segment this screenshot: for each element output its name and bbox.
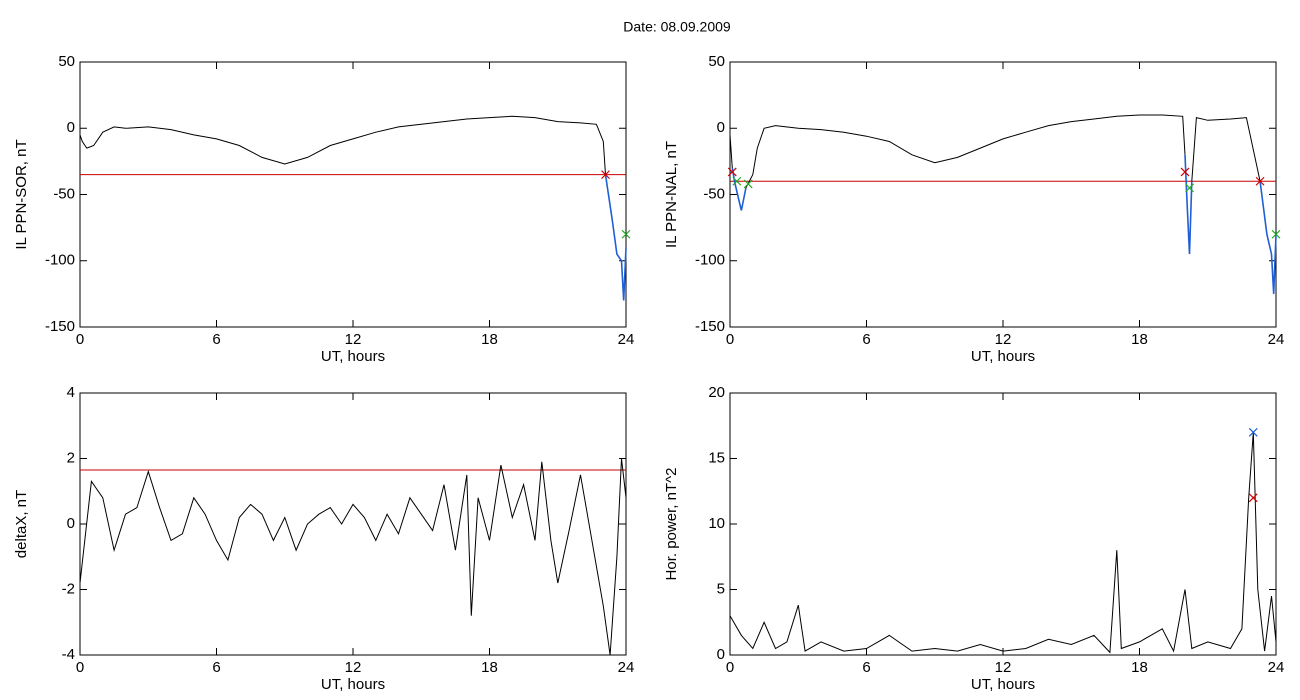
x-tick-label: 0 xyxy=(76,331,84,348)
data-line xyxy=(79,458,627,656)
marker-x xyxy=(727,167,737,177)
y-tick-label: 0 xyxy=(67,515,75,532)
marker-x xyxy=(1248,427,1258,437)
x-tick-label: 18 xyxy=(481,331,498,348)
x-tick-label: 0 xyxy=(76,659,84,676)
y-tick-label: 20 xyxy=(708,384,725,401)
y-tick-label: -100 xyxy=(45,252,75,269)
x-tick-label: 12 xyxy=(995,331,1012,348)
data-line xyxy=(745,114,1186,189)
y-axis-label: IL PPN-NAL, nT xyxy=(663,141,680,248)
plot-frame xyxy=(79,392,627,656)
marker-x xyxy=(743,179,753,189)
x-tick-label: 6 xyxy=(212,659,220,676)
marker-x xyxy=(1271,229,1281,239)
marker-x xyxy=(1248,493,1258,503)
data-line xyxy=(731,167,747,211)
y-tick-label: -50 xyxy=(53,185,75,202)
x-axis-label: UT, hours xyxy=(321,348,385,365)
y-tick-label: 0 xyxy=(67,119,75,136)
x-tick-label: 24 xyxy=(1268,331,1285,348)
data-line xyxy=(729,134,733,169)
x-tick-label: 18 xyxy=(1131,331,1148,348)
marker-x xyxy=(1185,183,1194,193)
data-line xyxy=(1259,181,1277,294)
y-tick-label: 10 xyxy=(708,515,725,532)
figure-title: Date: 08.09.2009 xyxy=(623,19,731,35)
plot-frame xyxy=(729,392,1277,656)
x-tick-label: 24 xyxy=(1268,659,1285,676)
plot-frame xyxy=(79,61,627,328)
x-tick-label: 6 xyxy=(862,659,870,676)
x-tick-label: 24 xyxy=(618,331,635,348)
y-tick-label: -150 xyxy=(45,318,75,335)
x-tick-label: 0 xyxy=(726,659,734,676)
marker-x xyxy=(1255,176,1265,186)
marker-x xyxy=(601,170,610,180)
y-axis-label: IL PPN-SOR, nT xyxy=(13,139,30,249)
marker-x xyxy=(621,229,631,239)
marker-x xyxy=(732,176,742,186)
x-tick-label: 12 xyxy=(995,659,1012,676)
y-tick-label: -150 xyxy=(695,318,725,335)
y-tick-label: 15 xyxy=(708,449,725,466)
x-axis-label: UT, hours xyxy=(971,348,1035,365)
x-tick-label: 6 xyxy=(212,331,220,348)
y-tick-label: -4 xyxy=(62,646,75,663)
panel: 0 6 12 18 24 -150 -100 -50 0 50 UT, hours IL PPN-SO… xyxy=(13,53,634,365)
plot-frame xyxy=(729,61,1277,328)
x-tick-label: 12 xyxy=(345,331,362,348)
y-tick-label: 4 xyxy=(67,384,75,401)
y-tick-label: -2 xyxy=(62,580,75,597)
data-line xyxy=(1184,154,1193,255)
marker-x xyxy=(1180,167,1190,177)
x-axis-label: UT, hours xyxy=(971,676,1035,693)
x-tick-label: 24 xyxy=(618,659,635,676)
y-tick-label: 50 xyxy=(58,53,75,70)
y-axis-label: deltaX, nT xyxy=(13,490,30,558)
x-tick-label: 6 xyxy=(862,331,870,348)
x-tick-label: 18 xyxy=(1131,659,1148,676)
y-tick-label: 50 xyxy=(708,53,725,70)
x-tick-label: 0 xyxy=(726,331,734,348)
data-line xyxy=(604,174,627,301)
y-axis-label: Hor. power, nT^2 xyxy=(663,468,680,581)
x-tick-label: 18 xyxy=(481,659,498,676)
data-line xyxy=(729,432,1277,654)
y-tick-label: -100 xyxy=(695,252,725,269)
y-tick-label: 5 xyxy=(717,580,725,597)
y-tick-label: 0 xyxy=(717,646,725,663)
data-line xyxy=(79,115,606,175)
panel: 0 6 12 18 24 0 5 10 15 20 UT, hours Hor. power, nT^… xyxy=(663,384,1284,693)
x-tick-label: 12 xyxy=(345,659,362,676)
y-tick-label: -50 xyxy=(703,185,725,202)
y-tick-label: 2 xyxy=(67,449,75,466)
x-axis-label: UT, hours xyxy=(321,676,385,693)
panel: 0 6 12 18 24 -150 -100 -50 0 50 UT, hours IL PPN-NA… xyxy=(663,53,1284,365)
y-tick-label: 0 xyxy=(717,119,725,136)
data-line xyxy=(1191,116,1261,182)
